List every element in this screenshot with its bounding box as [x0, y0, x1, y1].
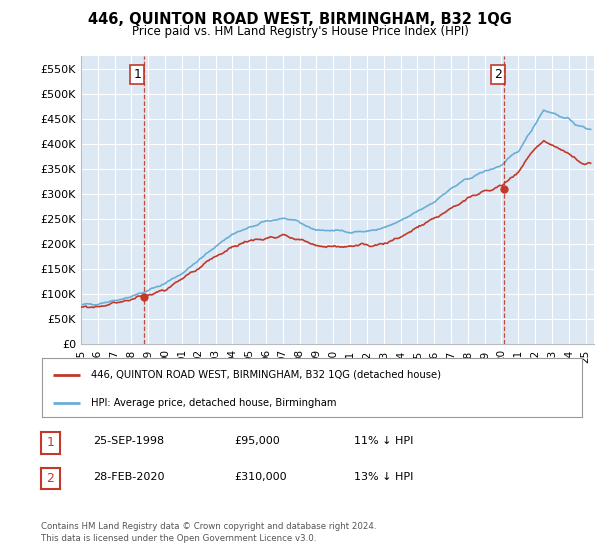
Text: 13% ↓ HPI: 13% ↓ HPI	[354, 472, 413, 482]
Text: £310,000: £310,000	[234, 472, 287, 482]
Text: 28-FEB-2020: 28-FEB-2020	[93, 472, 164, 482]
Text: 25-SEP-1998: 25-SEP-1998	[93, 436, 164, 446]
Text: 446, QUINTON ROAD WEST, BIRMINGHAM, B32 1QG (detached house): 446, QUINTON ROAD WEST, BIRMINGHAM, B32 …	[91, 370, 440, 380]
Text: Contains HM Land Registry data © Crown copyright and database right 2024.
This d: Contains HM Land Registry data © Crown c…	[41, 522, 376, 543]
Text: 1: 1	[46, 436, 55, 450]
Text: 446, QUINTON ROAD WEST, BIRMINGHAM, B32 1QG: 446, QUINTON ROAD WEST, BIRMINGHAM, B32 …	[88, 12, 512, 27]
Text: 2: 2	[494, 68, 502, 81]
Text: 1: 1	[133, 68, 141, 81]
Text: 2: 2	[46, 472, 55, 486]
Text: 11% ↓ HPI: 11% ↓ HPI	[354, 436, 413, 446]
Text: Price paid vs. HM Land Registry's House Price Index (HPI): Price paid vs. HM Land Registry's House …	[131, 25, 469, 38]
Text: HPI: Average price, detached house, Birmingham: HPI: Average price, detached house, Birm…	[91, 398, 336, 408]
Text: £95,000: £95,000	[234, 436, 280, 446]
